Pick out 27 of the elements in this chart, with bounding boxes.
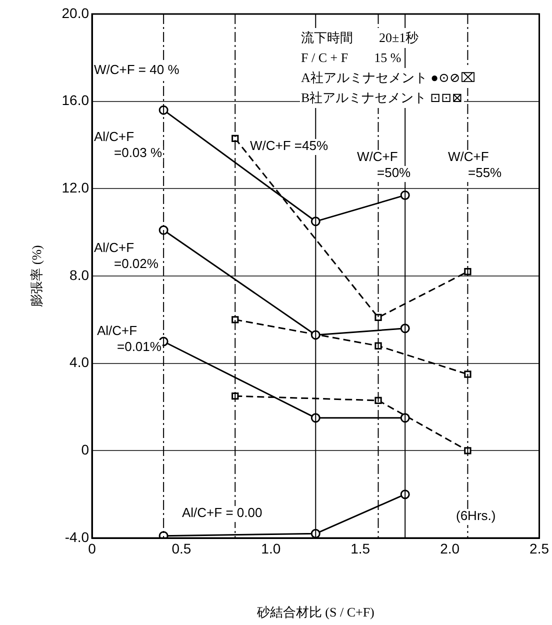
annotation: W/C+F = 40 % (94, 62, 180, 78)
y-tick-label: 4.0 (70, 354, 90, 370)
y-tick-label: 16.0 (62, 92, 90, 108)
y-tick-label: -4.0 (64, 528, 90, 545)
annotation: A社アルミナセメント ●⊙⊘⌧ (300, 68, 476, 88)
annotation: F / C + F 15 % (300, 48, 402, 68)
annotation: Al/C+F = 0.00 (182, 505, 262, 520)
y-tick-label: 0 (81, 442, 90, 458)
annotation: B社アルミナセメント ⊡⊡⊠ (300, 88, 464, 108)
y-axis-title: 膨張率 (%) (29, 245, 44, 307)
x-axis-title: 砂結合材比 (S / C+F) (256, 604, 374, 620)
annotation: 流下時間 20±1秒 (300, 28, 420, 48)
x-tick-label: 1.5 (350, 540, 370, 556)
y-tick-label: 20.0 (62, 4, 90, 21)
x-tick-label: 2.5 (530, 540, 550, 556)
annotation: W/C+F =45% (250, 138, 328, 154)
annotation: Al/C+F =0.01% (97, 323, 162, 354)
x-tick-label: 2.0 (440, 540, 460, 556)
annotation: W/C+F =50% (357, 149, 412, 180)
annotation: W/C+F =55% (448, 149, 502, 180)
x-tick-label: 0.5 (172, 540, 192, 556)
annotation: Al/C+F =0.02% (94, 240, 159, 272)
y-tick-label: 12.0 (62, 180, 90, 196)
x-tick-label: 1.0 (261, 540, 281, 556)
annotation: Al/C+F =0.03 % (94, 129, 163, 160)
y-tick-label: 8.0 (70, 266, 90, 283)
annotation: (6Hrs.) (456, 508, 496, 524)
